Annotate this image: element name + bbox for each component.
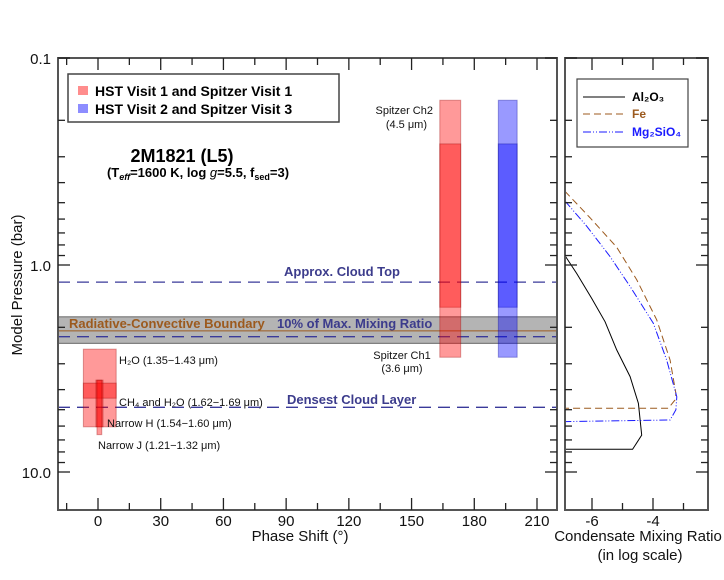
- x-axis-label: Phase Shift (°): [252, 528, 349, 545]
- label-narrow-h: Narrow H (1.54−1.60 μm): [107, 418, 232, 430]
- phase-panel-ticks: [58, 57, 557, 510]
- mixing-x-axis-sublabel: (in log scale): [597, 547, 682, 564]
- label-spitzer-ch1: Spitzer Ch1: [373, 350, 430, 362]
- legend-label: Mg₂SiO₄: [632, 125, 681, 139]
- label-spitzer-ch1-wl: (3.6 μm): [381, 363, 422, 375]
- legend-swatch-blue: [78, 104, 88, 113]
- xtick-label: 150: [399, 513, 424, 530]
- legend-swatch-red: [78, 86, 88, 95]
- label-h2o: H₂O (1.35−1.43 μm): [119, 355, 218, 367]
- mixing-x-axis-label: Condensate Mixing Ratio: [554, 528, 722, 545]
- annotation-cloud-top: Approx. Cloud Top: [284, 264, 400, 279]
- range-bar: [82, 382, 117, 399]
- xtick-label: 180: [462, 513, 487, 530]
- mixing-ratio-band: [57, 316, 558, 344]
- xtick-label: 120: [336, 513, 361, 530]
- range-bar: [497, 99, 518, 308]
- chart-subtitle: (Teff=1600 K, log g=5.5, fsed=3): [107, 165, 289, 182]
- xtick-label: 30: [152, 513, 169, 530]
- xtick-label: 90: [278, 513, 295, 530]
- ytick-label: 1.0: [30, 258, 51, 275]
- phase-panel-frame: [57, 57, 558, 511]
- range-bar: [95, 379, 104, 428]
- label-spitzer-ch2-wl: (4.5 μm): [386, 119, 427, 131]
- range-bar: [439, 99, 462, 308]
- mixing-panel-marks: [564, 190, 678, 450]
- mixing-panel-frame: [564, 57, 709, 511]
- xtick-label: 60: [215, 513, 232, 530]
- mixing-panel-ticks: [565, 57, 708, 510]
- range-bar: [96, 379, 103, 436]
- xtick-label: -6: [585, 513, 598, 530]
- ytick-label: 0.1: [30, 51, 51, 68]
- series-line: [564, 200, 678, 423]
- annotation-mixing-ratio: 10% of Max. Mixing Ratio: [277, 316, 432, 331]
- annotation-rc-boundary: Radiative-Convective Boundary: [69, 316, 266, 331]
- xtick-label: -4: [646, 513, 659, 530]
- xtick-label: 0: [94, 513, 102, 530]
- legend-label: HST Visit 2 and Spitzer Visit 3: [95, 101, 292, 117]
- series-line: [564, 190, 677, 409]
- y-axis-label: Model Pressure (bar): [9, 215, 26, 356]
- label-narrow-j: Narrow J (1.21−1.32 μm): [98, 440, 220, 452]
- range-bar: [439, 143, 462, 358]
- phase-panel-marks: [57, 99, 558, 436]
- range-bar: [82, 348, 117, 428]
- range-bar: [497, 143, 518, 358]
- xtick-label: 210: [524, 513, 549, 530]
- chart-title: 2M1821 (L5): [130, 146, 233, 166]
- label-spitzer-ch2: Spitzer Ch2: [376, 105, 433, 117]
- legend-label: Al₂O₃: [632, 90, 664, 104]
- legend-label: Fe: [632, 107, 646, 121]
- legend-label: HST Visit 1 and Spitzer Visit 1: [95, 83, 292, 99]
- series-line: [564, 255, 643, 450]
- legend: HST Visit 1 and Spitzer Visit 1 HST Visi…: [67, 73, 340, 123]
- mixing-legend: Al₂O₃ Fe Mg₂SiO₄: [576, 78, 689, 148]
- ytick-label: 10.0: [22, 465, 51, 482]
- annotation-densest-layer: Densest Cloud Layer: [287, 392, 416, 407]
- label-ch4-h2o: CH₄ and H₂O (1.62−1.69 μm): [119, 397, 263, 409]
